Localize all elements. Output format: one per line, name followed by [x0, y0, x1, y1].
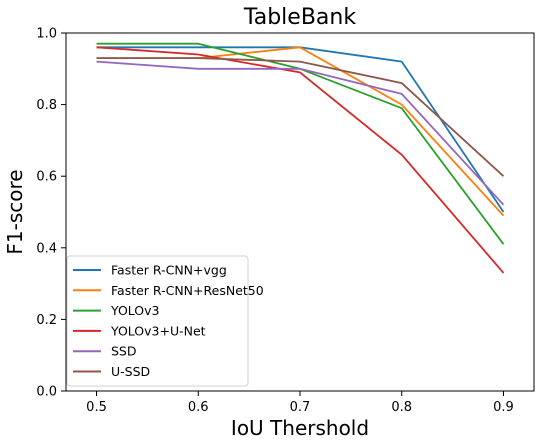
- x-axis-title: IoU Thershold: [231, 416, 369, 440]
- series-line-4: [96, 46, 505, 274]
- y-tick-label: 0.2: [36, 313, 57, 328]
- legend-label: Faster R-CNN+vgg: [111, 263, 227, 278]
- legend-label: U-SSD: [111, 364, 150, 379]
- y-ticks: 0.0 0.2 0.4 0.6 0.8 1.0: [36, 27, 66, 400]
- x-tick-label: 0.9: [493, 400, 514, 415]
- series-lines: [96, 42, 505, 274]
- x-tick-label: 0.8: [391, 400, 412, 415]
- y-tick-label: 1.0: [36, 27, 57, 42]
- legend-entries: Faster R-CNN+vgg Faster R-CNN+ResNet50 YOL…: [73, 263, 264, 379]
- y-tick-label: 0.4: [36, 241, 57, 256]
- x-ticks: 0.5 0.6 0.7 0.8 0.9: [86, 391, 514, 415]
- y-tick-label: 0.8: [36, 98, 57, 113]
- x-tick-label: 0.6: [188, 400, 209, 415]
- legend: Faster R-CNN+vgg Faster R-CNN+ResNet50 YOL…: [66, 255, 264, 387]
- x-tick-label: 0.5: [86, 400, 107, 415]
- x-tick-label: 0.7: [290, 400, 311, 415]
- y-tick-label: 0.6: [36, 170, 57, 185]
- legend-label: SSD: [111, 344, 137, 359]
- y-axis-title: F1-score: [3, 169, 27, 254]
- legend-box: [66, 255, 249, 387]
- y-tick-label: 0.0: [36, 385, 57, 400]
- legend-label: YOLOv3+U-Net: [110, 323, 206, 338]
- legend-label: YOLOv3: [110, 303, 160, 318]
- series-line-6: [96, 57, 505, 177]
- chart-title: TableBank: [243, 5, 356, 30]
- series-line-5: [96, 60, 505, 206]
- legend-label: Faster R-CNN+ResNet50: [111, 283, 264, 298]
